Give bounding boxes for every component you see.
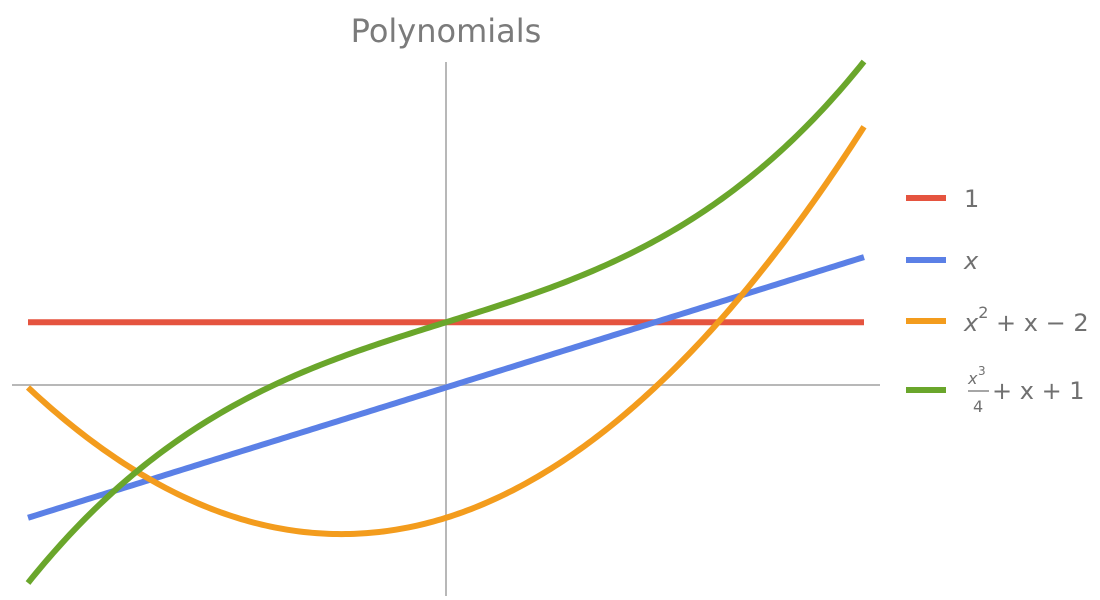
series-layer [25,59,867,585]
legend-label-x: x [963,247,979,275]
series-cubic [25,59,867,585]
legend-item-cubic: x 3 4 + x + 1 [906,364,1085,416]
legend-label-1: 1 [964,185,979,213]
legend-cubic-rest: + x + 1 [992,377,1085,405]
legend-quadratic-base: x [963,309,979,337]
series-quadratic [25,125,867,538]
legend-cubic-denominator: 4 [973,397,983,416]
legend-cubic-numerator-base: x [967,369,978,388]
chart-title: Polynomials [351,12,542,50]
legend: 1 x x2 + x − 2 x 3 4 + x + 1 [906,185,1089,416]
series-linear [27,254,865,521]
legend-item-1: 1 [906,185,979,213]
legend-item-x: x [906,247,979,275]
legend-quadratic-sup: 2 [978,303,988,322]
legend-cubic-numerator-sup: 3 [978,364,986,378]
legend-label-quadratic: x2 + x − 2 [963,303,1089,337]
legend-quadratic-rest: + x − 2 [988,309,1088,337]
legend-item-quadratic: x2 + x − 2 [906,303,1089,337]
